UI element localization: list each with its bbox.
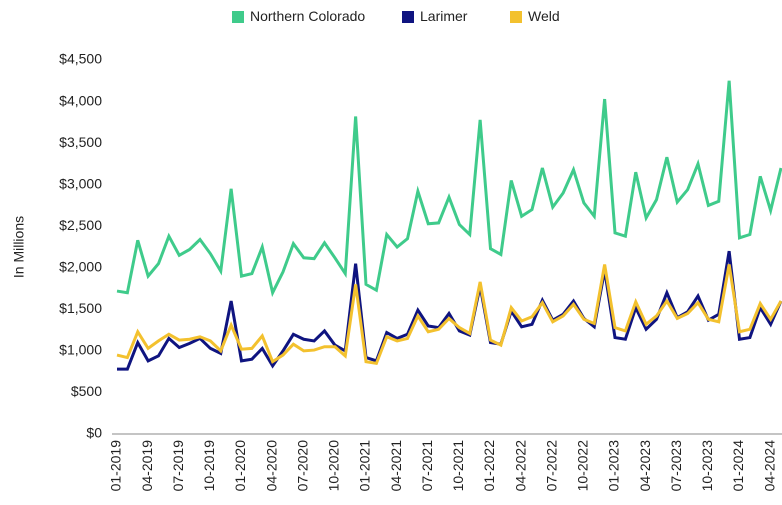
- x-tick-label: 07-2022: [543, 440, 559, 492]
- legend-swatch: [510, 11, 522, 23]
- x-tick-label: 04-2021: [388, 440, 404, 492]
- y-tick-label: $4,500: [59, 51, 102, 67]
- x-tick-label: 04-2019: [139, 440, 155, 492]
- y-tick-label: $3,500: [59, 134, 102, 150]
- x-tick-label: 01-2019: [108, 440, 124, 492]
- legend-swatch: [402, 11, 414, 23]
- x-tick-label: 01-2023: [606, 440, 622, 492]
- y-tick-label: $500: [71, 383, 102, 399]
- legend-label: Northern Colorado: [250, 8, 365, 24]
- y-tick-label: $0: [86, 425, 102, 441]
- y-tick-label: $1,000: [59, 342, 102, 358]
- x-tick-label: 04-2022: [512, 440, 528, 492]
- legend-swatch: [232, 11, 244, 23]
- x-tick-label: 04-2023: [637, 440, 653, 492]
- y-tick-label: $4,000: [59, 92, 102, 108]
- x-tick-label: 10-2019: [201, 440, 217, 492]
- x-tick-label: 07-2019: [170, 440, 186, 492]
- x-tick-label: 10-2023: [699, 440, 715, 492]
- legend-label: Weld: [528, 8, 560, 24]
- x-tick-label: 07-2021: [419, 440, 435, 492]
- x-tick-label: 01-2022: [481, 440, 497, 492]
- x-tick-label: 10-2020: [326, 440, 342, 492]
- x-tick-label: 01-2021: [357, 440, 373, 492]
- x-tick-label: 04-2024: [761, 440, 777, 492]
- series-line: [116, 264, 782, 366]
- y-tick-label: $2,000: [59, 258, 102, 274]
- x-tick-label: 07-2020: [294, 440, 310, 492]
- y-tick-label: $2,500: [59, 217, 102, 233]
- x-tick-label: 07-2023: [668, 440, 684, 492]
- legend-label: Larimer: [420, 8, 468, 24]
- x-tick-label: 04-2020: [263, 440, 279, 492]
- series-line: [116, 80, 782, 298]
- y-tick-label: $1,500: [59, 300, 102, 316]
- x-tick-label: 01-2024: [730, 440, 746, 492]
- x-tick-label: 10-2022: [575, 440, 591, 492]
- x-tick-label: 10-2021: [450, 440, 466, 492]
- y-tick-label: $3,000: [59, 175, 102, 191]
- y-axis-title: In Millions: [11, 216, 27, 278]
- series-line: [117, 250, 782, 371]
- x-tick-label: 01-2020: [232, 440, 248, 492]
